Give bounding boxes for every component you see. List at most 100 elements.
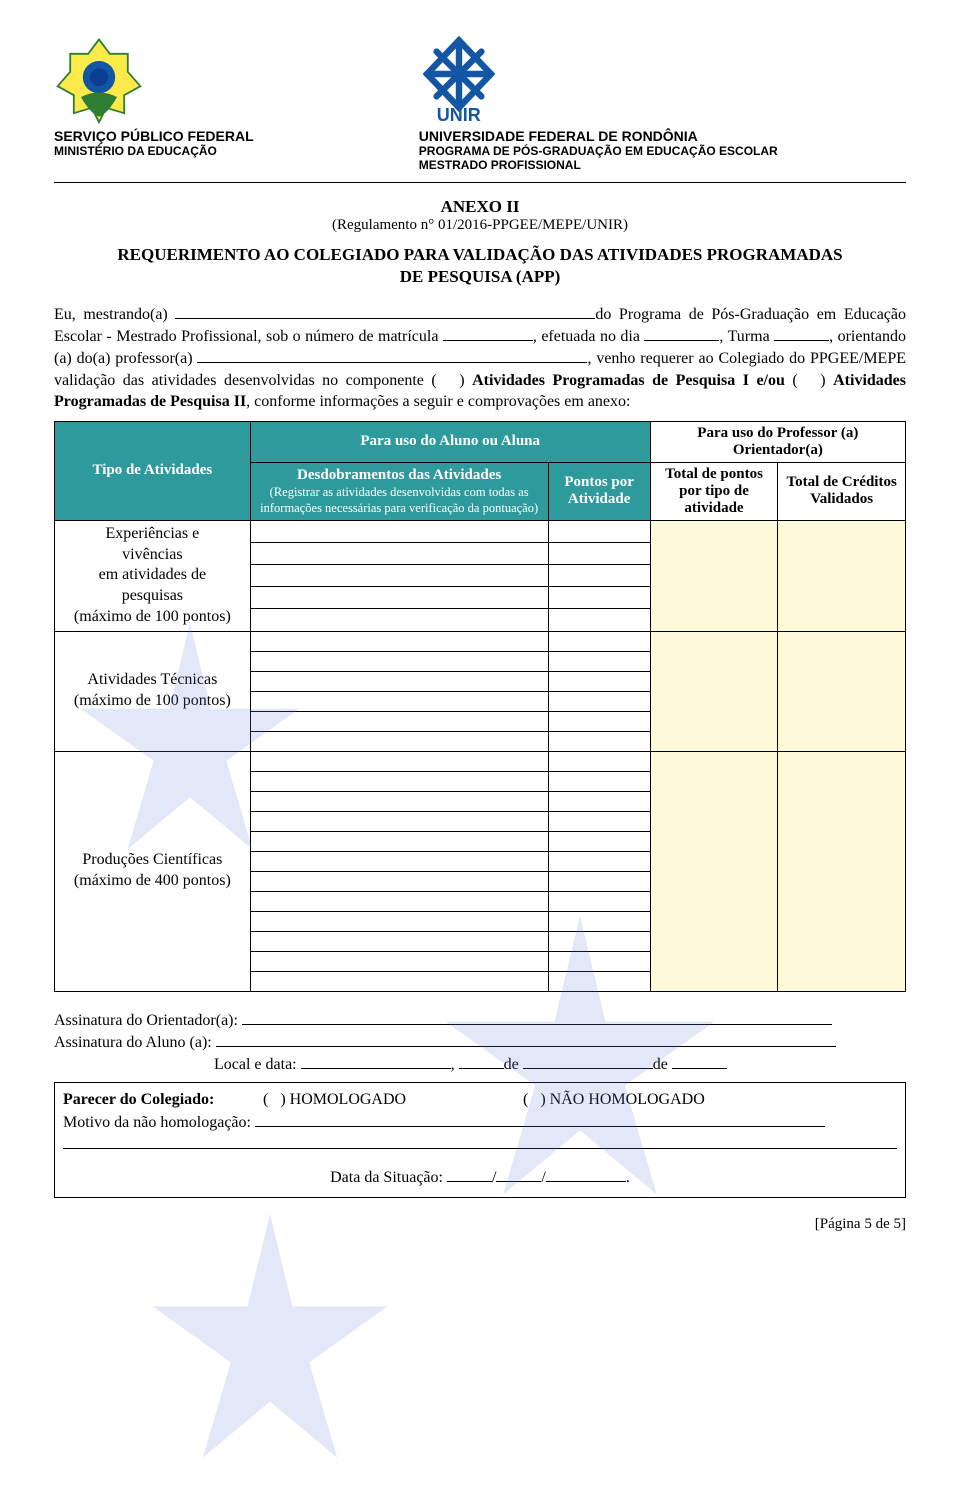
parecer-opt-homologado[interactable]: ( ) HOMOLOGADO <box>263 1089 523 1111</box>
blank-professor[interactable] <box>197 348 587 363</box>
pontos-cell[interactable] <box>548 631 650 651</box>
blank-sig-aluno[interactable] <box>216 1032 836 1047</box>
desdobramento-cell[interactable] <box>250 731 548 751</box>
pontos-cell[interactable] <box>548 711 650 731</box>
page-footer: [Página 5 de 5] <box>54 1216 906 1233</box>
pontos-cell[interactable] <box>548 671 650 691</box>
sig-orientador-label: Assinatura do Orientador(a): <box>54 1012 242 1029</box>
pontos-cell[interactable] <box>548 520 650 542</box>
parecer-box: Parecer do Colegiado: ( ) HOMOLOGADO ( )… <box>54 1082 906 1198</box>
desdobramento-cell[interactable] <box>250 565 548 587</box>
pontos-cell[interactable] <box>548 587 650 609</box>
pontos-cell[interactable] <box>548 831 650 851</box>
parecer-data-situacao: Data da Situação: //. <box>63 1167 897 1190</box>
desdobramento-cell[interactable] <box>250 691 548 711</box>
local-data-d: de <box>653 1056 672 1073</box>
total-creditos-cell[interactable] <box>778 520 906 631</box>
pontos-cell[interactable] <box>548 871 650 891</box>
th-desd-main: Desdobramentos das Atividades <box>255 466 544 485</box>
total-pontos-cell[interactable] <box>650 520 778 631</box>
blank-turma[interactable] <box>774 326 829 341</box>
body-paragraph: Eu, mestrando(a) do Programa de Pós-Grad… <box>54 304 906 413</box>
desdobramento-cell[interactable] <box>250 711 548 731</box>
header-right-line2: PROGRAMA DE PÓS-GRADUAÇÃO EM EDUCAÇÃO ES… <box>419 144 906 158</box>
header-left-line2: MINISTÉRIO DA EDUCAÇÃO <box>54 144 379 158</box>
blank-data1[interactable] <box>447 1167 492 1182</box>
sig-aluno-label: Assinatura do Aluno (a): <box>54 1034 216 1051</box>
pontos-cell[interactable] <box>548 911 650 931</box>
pontos-cell[interactable] <box>548 771 650 791</box>
desdobramento-cell[interactable] <box>250 520 548 542</box>
blank-local[interactable] <box>301 1054 451 1069</box>
data-sit-label: Data da Situação: <box>330 1169 447 1186</box>
pontos-cell[interactable] <box>548 609 650 631</box>
desdobramento-cell[interactable] <box>250 871 548 891</box>
desdobramento-cell[interactable] <box>250 587 548 609</box>
blank-mestrando[interactable] <box>175 304 595 319</box>
table-row: Produções Científicas(máximo de 400 pont… <box>55 751 906 771</box>
blank-sig-orientador[interactable] <box>242 1010 832 1025</box>
desdobramento-cell[interactable] <box>250 831 548 851</box>
blank-data2[interactable] <box>496 1167 541 1182</box>
blank-motivo2[interactable] <box>63 1134 897 1149</box>
pontos-cell[interactable] <box>548 811 650 831</box>
th-desdobramentos: Desdobramentos das Atividades (Registrar… <box>250 462 548 520</box>
desdobramento-cell[interactable] <box>250 791 548 811</box>
pontos-cell[interactable] <box>548 731 650 751</box>
desdobramento-cell[interactable] <box>250 751 548 771</box>
pontos-cell[interactable] <box>548 951 650 971</box>
desdobramento-cell[interactable] <box>250 911 548 931</box>
desdobramento-cell[interactable] <box>250 651 548 671</box>
pontos-cell[interactable] <box>548 971 650 991</box>
pontos-cell[interactable] <box>548 651 650 671</box>
main-title-line1: REQUERIMENTO AO COLEGIADO PARA VALIDAÇÃO… <box>117 245 842 264</box>
parecer-opt-nao-homologado[interactable]: ( ) NÃO HOMOLOGADO <box>523 1089 897 1111</box>
regulamento-subtitle: (Regulamento n° 01/2016-PPGEE/MEPE/UNIR) <box>54 217 906 234</box>
tipo-atividade-cell: Produções Científicas(máximo de 400 pont… <box>55 751 251 991</box>
total-creditos-cell[interactable] <box>778 631 906 751</box>
para-part: , Turma <box>719 328 774 345</box>
pontos-cell[interactable] <box>548 565 650 587</box>
pontos-cell[interactable] <box>548 751 650 771</box>
total-pontos-cell[interactable] <box>650 751 778 991</box>
anexo-title: ANEXO II <box>54 197 906 217</box>
pontos-cell[interactable] <box>548 791 650 811</box>
total-pontos-cell[interactable] <box>650 631 778 751</box>
total-creditos-cell[interactable] <box>778 751 906 991</box>
th-prof: Para uso do Professor (a) Orientador(a) <box>650 421 905 462</box>
brazil-coat-of-arms-icon <box>54 34 144 124</box>
pontos-cell[interactable] <box>548 931 650 951</box>
blank-data3[interactable] <box>546 1167 626 1182</box>
blank-dia2[interactable] <box>459 1054 504 1069</box>
desdobramento-cell[interactable] <box>250 891 548 911</box>
desdobramento-cell[interactable] <box>250 671 548 691</box>
desdobramento-cell[interactable] <box>250 609 548 631</box>
parecer-motivo: Motivo da não homologação: <box>63 1112 897 1135</box>
para-part: , conforme informações a seguir e compro… <box>246 393 630 410</box>
blank-dia[interactable] <box>644 326 719 341</box>
local-data-c: de <box>504 1056 523 1073</box>
blank-matricula[interactable] <box>443 326 533 341</box>
desdobramento-cell[interactable] <box>250 771 548 791</box>
tipo-atividade-cell: Experiências evivênciasem atividades dep… <box>55 520 251 631</box>
pontos-cell[interactable] <box>548 542 650 564</box>
desdobramento-cell[interactable] <box>250 971 548 991</box>
pontos-cell[interactable] <box>548 691 650 711</box>
pontos-cell[interactable] <box>548 891 650 911</box>
blank-mes[interactable] <box>523 1054 653 1069</box>
th-pontos-atividade: Pontos por Atividade <box>548 462 650 520</box>
desdobramento-cell[interactable] <box>250 931 548 951</box>
sig-aluno: Assinatura do Aluno (a): <box>54 1032 906 1052</box>
header-right-line1: UNIVERSIDADE FEDERAL DE RONDÔNIA <box>419 128 906 144</box>
main-title: REQUERIMENTO AO COLEGIADO PARA VALIDAÇÃO… <box>54 244 906 288</box>
desdobramento-cell[interactable] <box>250 851 548 871</box>
desdobramento-cell[interactable] <box>250 631 548 651</box>
desdobramento-cell[interactable] <box>250 951 548 971</box>
blank-motivo1[interactable] <box>255 1112 825 1127</box>
desdobramento-cell[interactable] <box>250 811 548 831</box>
desdobramento-cell[interactable] <box>250 542 548 564</box>
blank-ano[interactable] <box>672 1054 727 1069</box>
unir-logo-icon: UNIR <box>419 34 499 124</box>
pontos-cell[interactable] <box>548 851 650 871</box>
th-tipo: Tipo de Atividades <box>55 421 251 520</box>
